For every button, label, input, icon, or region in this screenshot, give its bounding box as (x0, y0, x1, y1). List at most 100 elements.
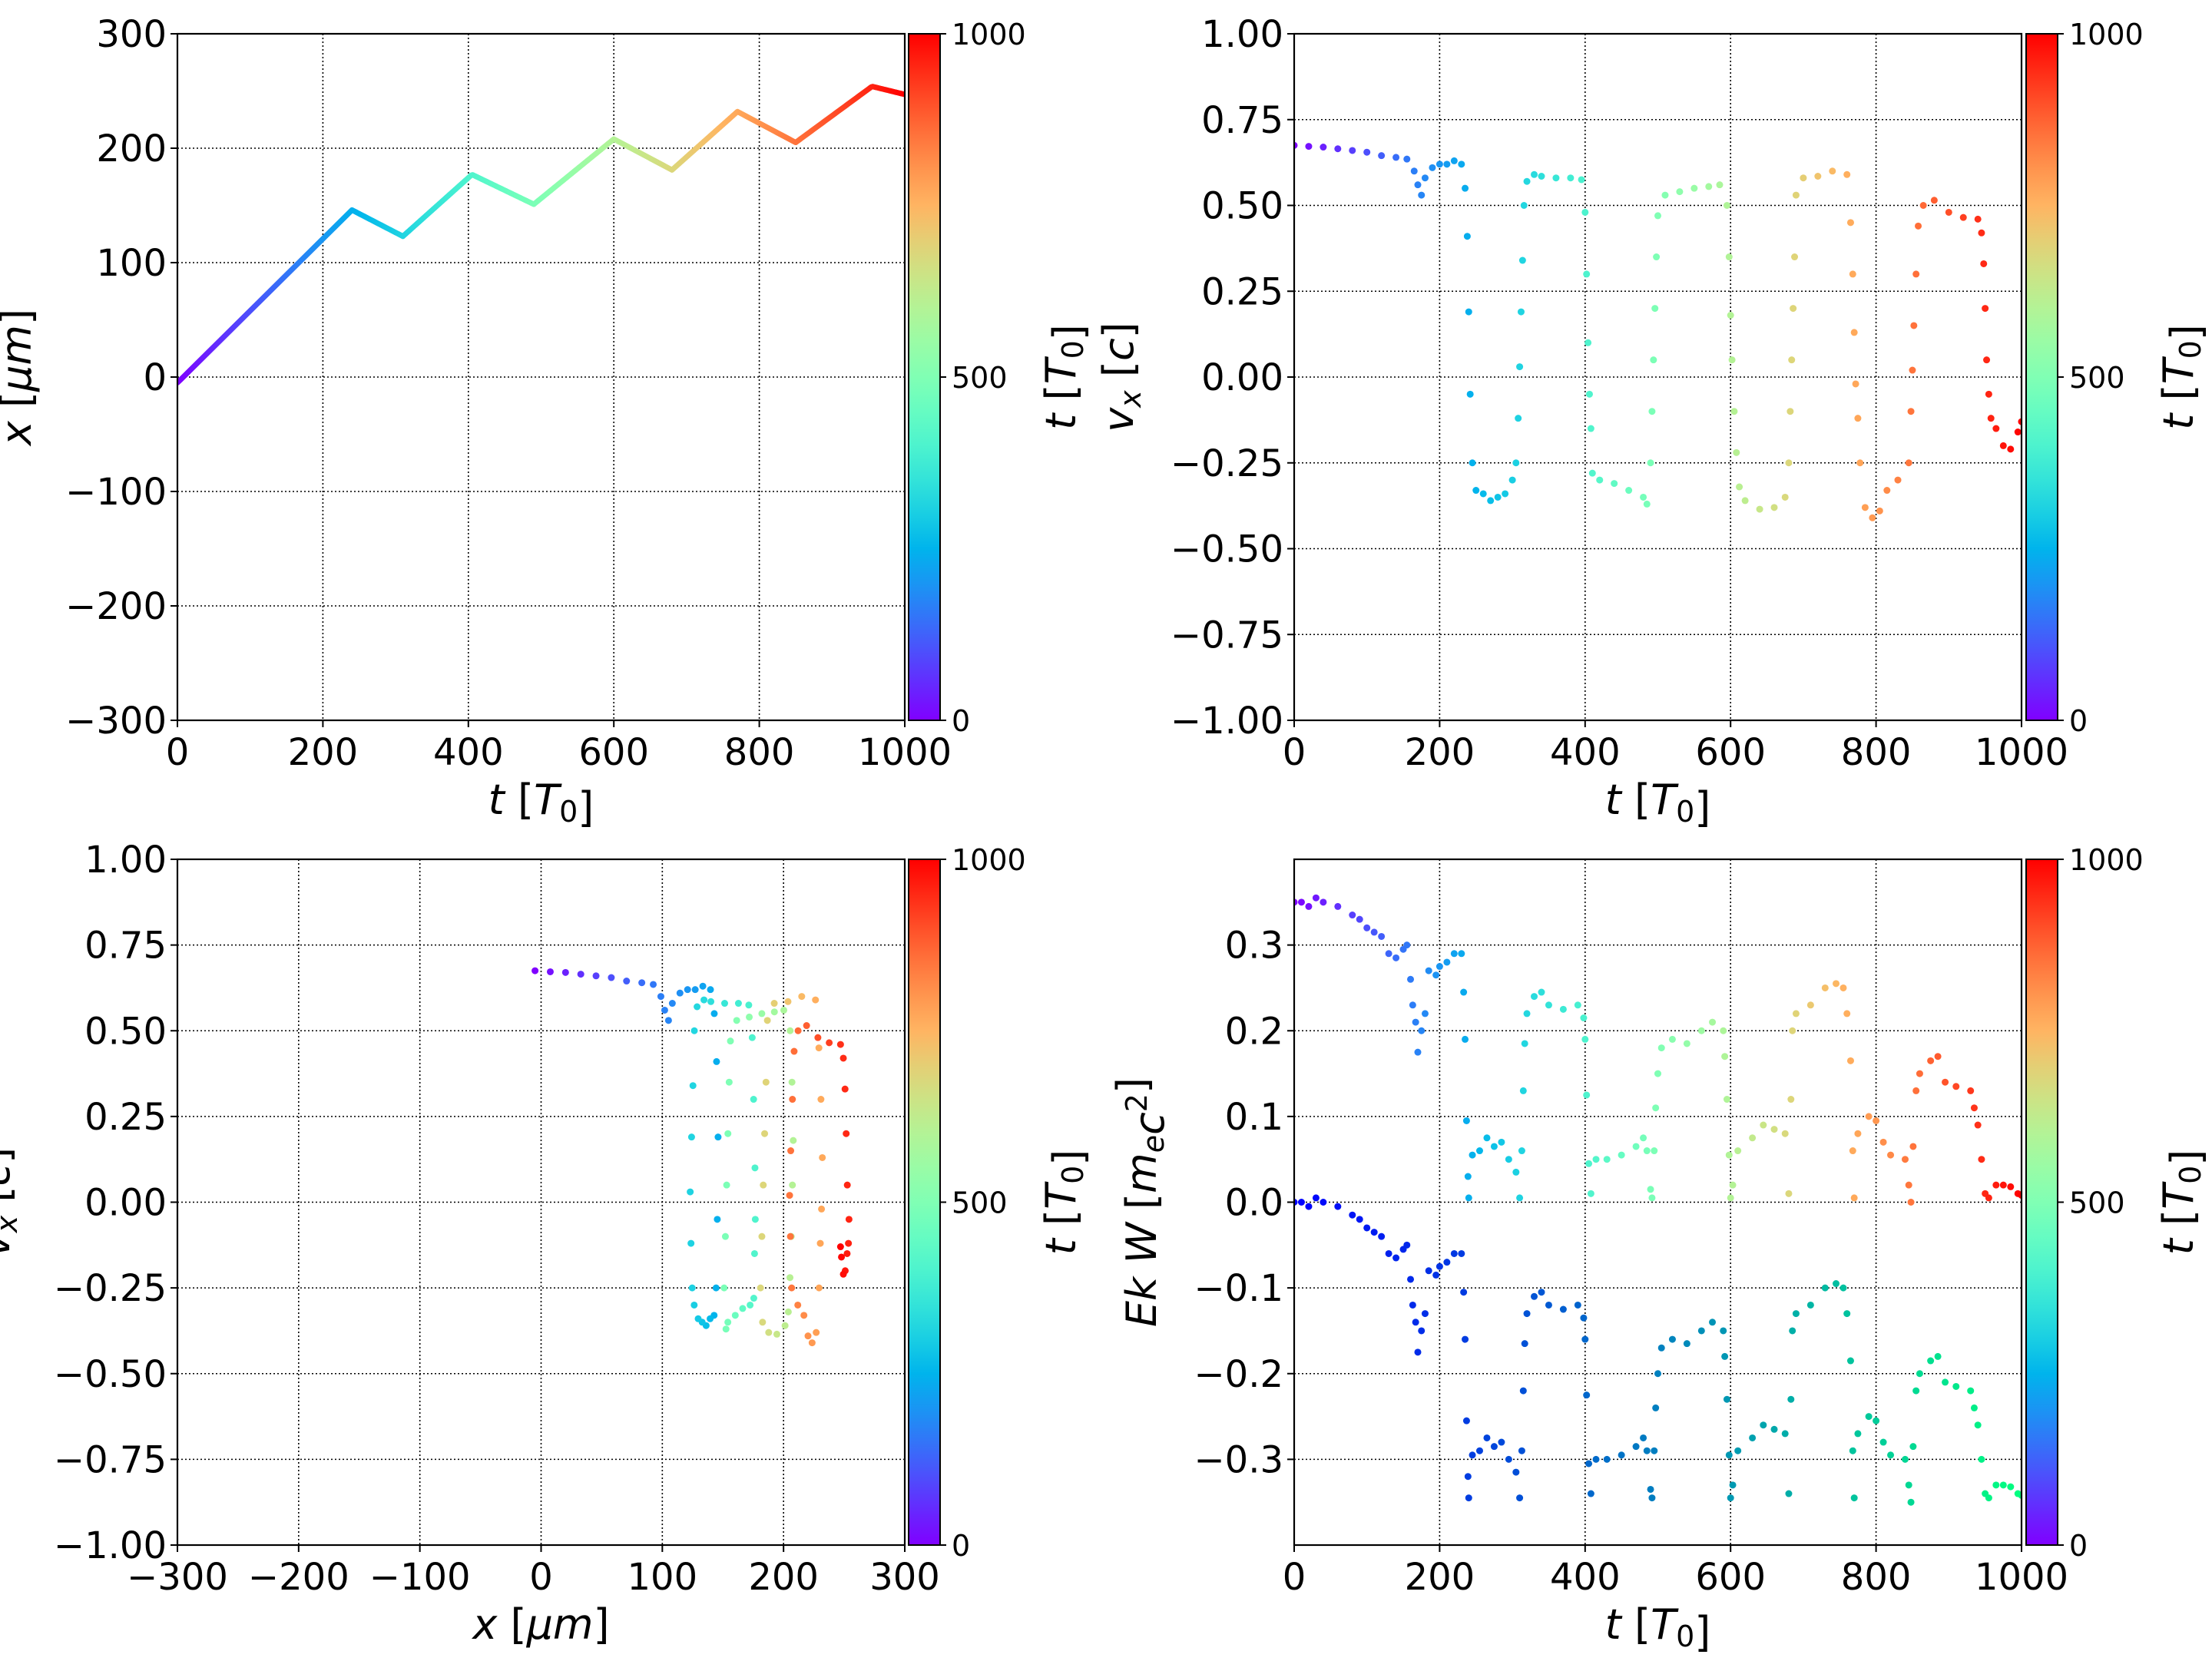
vx-point (1741, 497, 1749, 505)
ek-point (1435, 963, 1443, 971)
w-point (1648, 1494, 1656, 1502)
vx-x-point (843, 1130, 850, 1137)
vx-x-point (843, 1249, 851, 1257)
y-tick-label: 0.1 (1225, 1096, 1283, 1139)
colorbar (908, 859, 941, 1546)
vx-x-point (724, 1319, 732, 1326)
vx-point (1578, 176, 1585, 184)
vx-point (1912, 270, 1920, 278)
vx-x-point (745, 1001, 753, 1009)
w-point (1385, 1249, 1392, 1257)
ek-point (1657, 1044, 1665, 1052)
vx-point (1788, 356, 1796, 364)
ek-point (1356, 915, 1363, 923)
w-point (1934, 1352, 1942, 1360)
vx-point (1756, 505, 1763, 513)
plot-area (177, 84, 905, 385)
y-tick-label: 0.50 (84, 1010, 167, 1053)
ek-point (1312, 894, 1320, 902)
x-tick-label: 400 (1550, 731, 1621, 774)
axes-frame (176, 858, 906, 1547)
ek-point (1512, 1168, 1520, 1176)
ek-point (1901, 1156, 1909, 1163)
w-point (1647, 1485, 1654, 1493)
vx-point (1905, 459, 1912, 467)
vx-point (1790, 305, 1797, 313)
vx-x-point (789, 1181, 796, 1189)
w-point (1618, 1451, 1625, 1459)
axes-frame (1293, 858, 2023, 1547)
ek-point (1850, 1194, 1858, 1202)
vx-point (1786, 408, 1794, 415)
ek-point (1760, 1121, 1767, 1129)
vx-x-point (762, 1078, 770, 1086)
vx-x-point (786, 1192, 793, 1199)
colorbar-tick-label: 500 (952, 1186, 1008, 1220)
w-point (1727, 1494, 1734, 1502)
vx-x-point (727, 1037, 734, 1045)
vx-x-point (638, 979, 646, 987)
vx-point (1334, 145, 1342, 153)
vx-point (1584, 339, 1592, 346)
colorbar-tick-label: 0 (2069, 704, 2088, 738)
ek-point (1879, 1138, 1887, 1146)
y-tick-label: −1.00 (54, 1524, 167, 1567)
colorbar-label-var: t (1037, 1237, 1085, 1255)
x-tick-label: 600 (1695, 1556, 1766, 1599)
ek-point (1392, 954, 1400, 961)
vx-point (1648, 408, 1656, 415)
vx-x-point (770, 1000, 778, 1008)
panel-3: −300 −200 −100 0 100 200 300 −1.00 −0.75 −0.50 −0.… (0, 839, 1093, 1649)
vx-point (1305, 143, 1313, 151)
y-tick-label: 200 (96, 127, 167, 170)
x-axis-label-var: t (1605, 1600, 1623, 1649)
vx-x-point (650, 981, 657, 988)
plot-area (531, 967, 853, 1347)
vx-point (1429, 164, 1436, 171)
vx-x-point (623, 978, 631, 985)
w-point (1854, 1430, 1862, 1438)
ek-point (1475, 1147, 1483, 1155)
vx-point (1588, 469, 1596, 477)
vx-x-point (788, 1284, 796, 1292)
vx-x-point (714, 1216, 721, 1223)
w-point (1912, 1387, 1920, 1395)
vx-point (1676, 188, 1684, 196)
vx-point (1736, 483, 1743, 491)
ek-point (1992, 1181, 2000, 1189)
vx-point (1647, 459, 1654, 467)
vx-x-point (721, 1233, 729, 1240)
ek-point (1460, 988, 1468, 996)
vx-x-point (839, 1270, 847, 1278)
ek-point (1538, 988, 1545, 996)
ek-point (1781, 1130, 1789, 1137)
ek-point (2007, 1183, 2015, 1190)
ek-point (1592, 1156, 1600, 1163)
ek-point (1414, 1048, 1422, 1056)
y-tick-label: −0.25 (1171, 442, 1283, 485)
vx-x-point (838, 1253, 846, 1261)
ek-point (1651, 1147, 1658, 1155)
w-point (1978, 1455, 1985, 1463)
w-point (1414, 1348, 1422, 1356)
w-point (1403, 1241, 1411, 1249)
x-tick-label: 400 (433, 731, 504, 774)
w-point (1587, 1490, 1594, 1497)
w-point (1785, 1490, 1793, 1497)
w-point (1512, 1468, 1520, 1476)
x-tick-label: 1000 (858, 731, 952, 774)
colorbar-tick-label: 1000 (2069, 843, 2144, 877)
colorbar-tick-label: 0 (952, 1529, 970, 1563)
vx-point (1650, 356, 1657, 364)
y-axis-label: vx [c] (1094, 322, 1147, 432)
vx-point (1852, 380, 1859, 388)
vx-x-point (694, 1003, 701, 1011)
ek-point (1787, 1096, 1795, 1104)
ek-point (1469, 1151, 1476, 1159)
colorbar-label-var: t (2154, 1237, 2203, 1255)
vx-x-point (751, 1216, 759, 1223)
vx-x-point (814, 1034, 822, 1041)
vx-point (1378, 152, 1386, 160)
vx-point (1421, 174, 1429, 182)
vx-x-point (780, 1006, 788, 1014)
